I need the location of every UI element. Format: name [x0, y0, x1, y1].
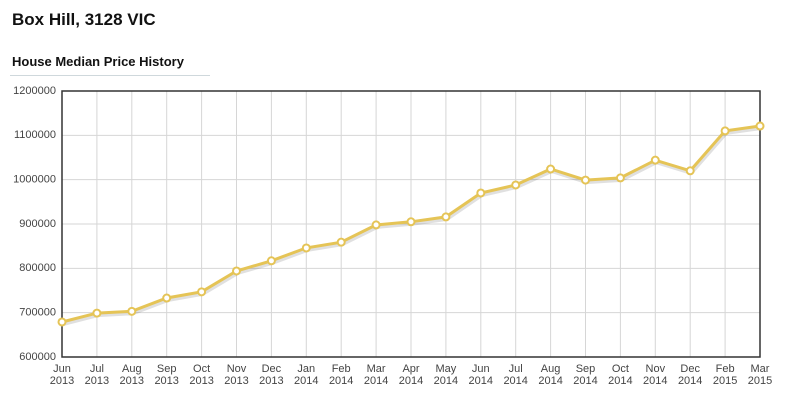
point: [511, 180, 521, 190]
point: [371, 220, 381, 230]
x-tick-label: Sep 2013: [154, 363, 179, 387]
point: [197, 287, 207, 297]
point: [476, 188, 486, 198]
x-tick-label: Feb 2014: [328, 363, 354, 387]
point: [336, 237, 346, 247]
y-tick-label: 1200000: [13, 85, 56, 97]
title-underline: [10, 75, 210, 76]
x-tick-label: Oct 2013: [189, 363, 214, 387]
x-tick-label: Aug 2013: [119, 363, 145, 387]
point: [581, 175, 590, 185]
x-tick-label: Jun 2014: [468, 363, 494, 387]
point: [406, 217, 416, 227]
plot-border: [61, 90, 761, 358]
page-title: Box Hill, 3128 VIC: [12, 10, 156, 29]
point: [720, 126, 730, 136]
y-tick-label: 800000: [19, 262, 56, 274]
y-tick-label: 1000000: [13, 174, 56, 186]
x-tick-label: Aug 2014: [538, 363, 563, 387]
x-tick-label: Dec 2013: [259, 363, 284, 387]
x-tick-label: Jan 2014: [294, 363, 319, 387]
x-tick-label: Dec 2014: [677, 363, 703, 387]
point: [92, 308, 102, 318]
x-tick-label: Sep 2014: [573, 363, 598, 387]
point: [685, 166, 695, 176]
point: [755, 121, 765, 131]
point: [232, 266, 241, 276]
x-tick-label: Mar 2014: [363, 363, 389, 387]
x-tick-label: May 2014: [433, 363, 459, 387]
point: [162, 293, 172, 303]
point: [57, 317, 67, 327]
y-tick-label: 900000: [19, 218, 56, 230]
x-tick-label: Feb 2015: [712, 363, 738, 387]
x-tick-label: Jul 2014: [503, 363, 528, 387]
x-tick-label: Nov 2013: [224, 363, 249, 387]
y-tick-label: 600000: [19, 351, 56, 363]
y-tick-label: 1100000: [14, 129, 56, 141]
point: [127, 306, 137, 316]
point: [441, 212, 451, 222]
point: [615, 173, 625, 183]
point: [266, 256, 276, 266]
y-tick-label: 700000: [19, 307, 56, 319]
x-tick-label: Jul 2013: [84, 363, 110, 387]
x-tick-label: Apr 2014: [398, 363, 424, 387]
x-tick-label: Jun 2013: [49, 363, 75, 387]
x-tick-label: Nov 2014: [643, 363, 668, 387]
point: [301, 243, 311, 253]
x-tick-label: Oct 2014: [608, 363, 633, 387]
point: [650, 155, 660, 165]
point: [546, 164, 556, 174]
x-tick-label: Mar 2015: [747, 363, 773, 387]
chart-title: House Median Price History: [12, 54, 184, 69]
